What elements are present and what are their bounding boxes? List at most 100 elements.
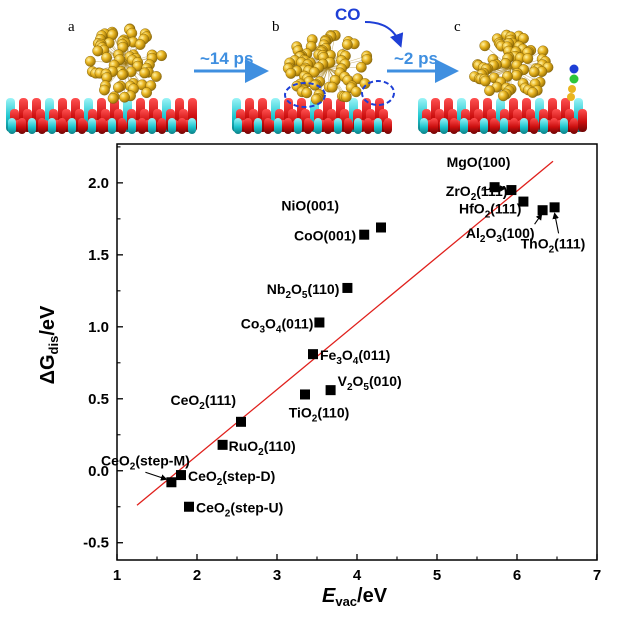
label-subscript: 2: [485, 210, 491, 221]
label-pointer-arrow: [534, 213, 543, 225]
label-text: (step-D): [222, 468, 275, 484]
label-text: (111): [554, 235, 585, 251]
y-tick-label: -0.5: [83, 535, 109, 552]
label-text: CeO: [101, 452, 130, 468]
data-point-marker: [217, 439, 228, 450]
data-point-marker: [300, 389, 310, 400]
data-point-label: Fe3O4(011): [320, 347, 390, 367]
label-subscript: 2: [549, 244, 555, 255]
y-tick-label: 1.5: [88, 247, 109, 264]
y-tick-label: 0.0: [88, 463, 109, 480]
label-subscript: 2: [347, 382, 353, 393]
label-text: ZrO: [446, 183, 471, 199]
gold-cluster-c: [469, 29, 554, 102]
panel-letter-c: c: [454, 19, 461, 35]
x-tick-label: 1: [113, 567, 121, 584]
label-text: Al: [466, 225, 480, 241]
data-point-label: MgO(100): [447, 154, 511, 170]
x-axis-title-rest: /eV: [357, 585, 388, 607]
label-text: (110): [317, 404, 349, 420]
data-point-marker: [314, 317, 325, 328]
oxide-slab-c: [418, 98, 587, 134]
data-point-label: Nb2O5(110): [267, 281, 340, 301]
panel-letter-a: a: [68, 19, 75, 35]
label-pointer-arrow: [145, 471, 168, 481]
data-point-marker: [342, 282, 353, 293]
label-text: CeO: [171, 392, 200, 408]
oxide-slab-a: [6, 98, 197, 134]
gold-cluster-a: [84, 23, 167, 104]
data-points: [166, 182, 560, 512]
label-subscript: 5: [302, 290, 308, 301]
data-point-marker: [236, 416, 246, 427]
data-point-label: NiO(001): [281, 197, 339, 213]
label-text: (111): [205, 392, 236, 408]
data-point-label: CeO2(step-D): [188, 468, 275, 488]
label-text: O: [485, 225, 496, 241]
data-point-marker: [549, 202, 560, 213]
highlight-ellipse-left: [284, 82, 326, 108]
label-text: O: [291, 281, 302, 297]
data-point-marker: [376, 222, 386, 233]
label-subscript: 4: [276, 324, 282, 335]
label-text: (110): [307, 281, 339, 297]
label-text: NiO(001): [281, 197, 339, 213]
label-text: ThO: [521, 235, 549, 251]
gold-cluster-b: [282, 30, 373, 105]
x-tick-label: 5: [433, 567, 441, 584]
x-tick-label: 2: [193, 567, 201, 584]
x-axis-ticks: 1 2 3 4 5 6 7: [113, 554, 601, 584]
label-text: CoO(001): [294, 228, 356, 244]
data-point-label: TiO2(110): [289, 404, 350, 424]
co-molecule-icon: [567, 64, 579, 101]
label-text: HfO: [459, 201, 485, 217]
data-point-label: CeO2(111): [171, 392, 237, 412]
y-axis-title: ΔGdis/eV: [37, 305, 61, 384]
label-text: (step-U): [230, 500, 283, 516]
label-text: (011): [281, 315, 313, 331]
data-point-marker: [325, 385, 336, 396]
highlight-ellipse-right: [361, 80, 395, 106]
label-text: (100): [502, 225, 535, 241]
label-text: O: [265, 315, 276, 331]
label-subscript: 3: [336, 356, 342, 367]
data-point-label: RuO2(110): [229, 438, 296, 458]
label-text: Nb: [267, 281, 286, 297]
label-subscript: 2: [258, 447, 264, 458]
time-label-1: ~14 ps: [200, 49, 253, 68]
label-subscript: 2: [471, 192, 477, 203]
y-axis-title-sub: dis: [46, 336, 61, 355]
label-pointer-arrow: [481, 185, 507, 192]
x-axis-title-main: E: [322, 585, 336, 607]
data-point-label: V2O5(010): [338, 373, 402, 393]
data-point-label: ZrO2(111): [446, 183, 508, 203]
label-subscript: 3: [259, 324, 265, 335]
data-point-marker: [489, 182, 500, 193]
label-text: (011): [358, 347, 390, 363]
label-subscript: 2: [130, 461, 136, 472]
data-point-marker: [506, 185, 517, 196]
label-subscript: 2: [480, 234, 486, 245]
data-point-marker: [308, 349, 318, 360]
data-point-marker: [166, 477, 177, 488]
label-text: O: [342, 347, 353, 363]
data-point-marker: [176, 470, 186, 481]
y-tick-label: 0.5: [88, 391, 109, 408]
x-tick-label: 6: [513, 567, 521, 584]
label-text: (111): [490, 201, 521, 217]
y-axis-title-main: ΔG: [37, 354, 59, 384]
y-tick-label: 2.0: [88, 175, 109, 192]
x-tick-label: 3: [273, 567, 281, 584]
data-point-label: CoO(001): [294, 228, 356, 244]
label-text: (010): [369, 373, 402, 389]
data-point-label: Co3O4(011): [241, 315, 314, 335]
label-subscript: 4: [353, 356, 359, 367]
data-point-marker: [359, 229, 370, 240]
label-subscript: 2: [285, 290, 291, 301]
data-point-marker: [518, 196, 529, 207]
label-subscript: 2: [217, 477, 223, 488]
data-point-marker: [537, 205, 548, 216]
data-point-label: Al2O3(100): [466, 225, 535, 245]
y-axis-ticks: -0.5 0.0 0.5 1.0 1.5 2.0: [83, 146, 123, 552]
